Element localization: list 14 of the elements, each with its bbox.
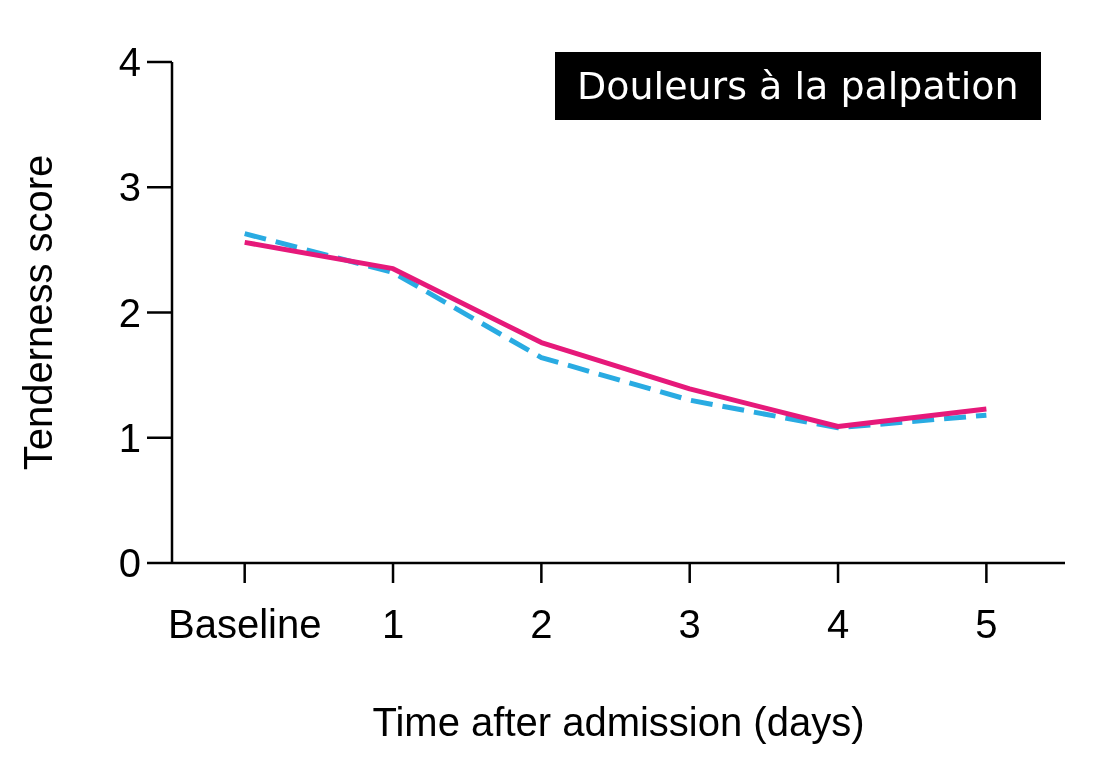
y-axis-title: Tenderness score: [16, 154, 61, 471]
x-tick-label: 1: [381, 602, 405, 646]
y-tick-label: 3: [118, 165, 141, 210]
y-tick-label: 2: [118, 290, 141, 335]
y-tick-label: 1: [118, 415, 141, 460]
x-tick-label: 5: [975, 602, 998, 646]
x-tick-label: 4: [826, 602, 850, 646]
x-tick-label: Baseline: [167, 602, 322, 646]
y-tick-label: 4: [118, 40, 141, 85]
x-tick-label: 3: [678, 602, 701, 646]
y-tick-label: 0: [118, 541, 141, 586]
x-tick-label: 2: [530, 602, 553, 646]
x-axis-title: Time after admission (days): [372, 700, 865, 744]
chart-title: Douleurs à la palpation: [555, 52, 1041, 120]
